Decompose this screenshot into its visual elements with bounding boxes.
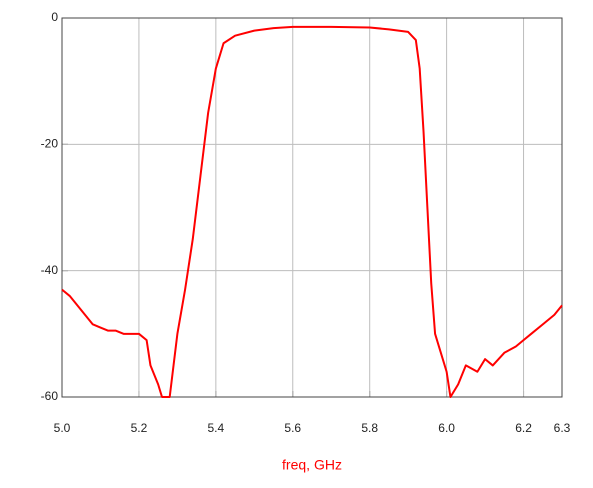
x-tick-label: 5.2 (131, 421, 148, 435)
trace (61, 25, 563, 398)
x-tick-label: 6.3 (554, 421, 571, 435)
x-axis-title: freq, GHz (282, 457, 342, 473)
y-tick-label: 0 (51, 10, 58, 24)
plot-frame (61, 17, 563, 398)
x-tick-label: 5.8 (361, 421, 378, 435)
x-tick-label: 6.2 (515, 421, 532, 435)
x-tick-label: 5.4 (208, 421, 225, 435)
y-tick-label: -40 (41, 263, 59, 277)
x-tick-label: 6.0 (438, 421, 455, 435)
y-tick-label: -60 (41, 389, 59, 403)
x-tick-label: 5.0 (54, 421, 71, 435)
y-tick-label: -20 (41, 137, 59, 151)
x-tick-label: 5.6 (284, 421, 301, 435)
